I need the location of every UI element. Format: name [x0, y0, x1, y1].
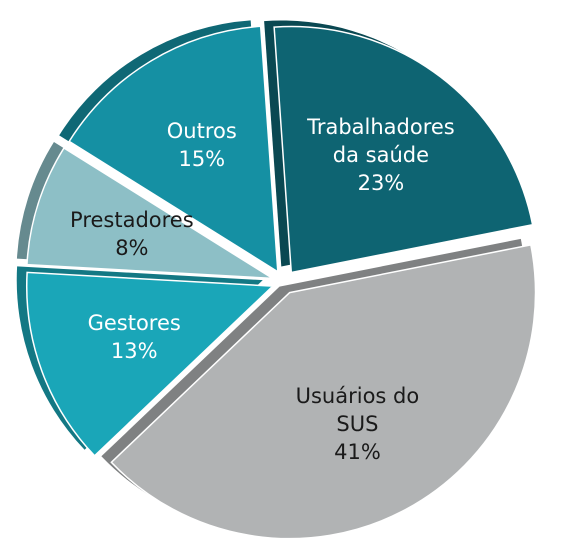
value-label: 8% [115, 235, 149, 260]
category-label: Trabalhadores da saúde [307, 115, 455, 168]
slice [273, 25, 534, 274]
category-label: Usuários do SUS [295, 383, 420, 436]
slice [26, 146, 273, 280]
slice-label: Usuários do SUS 41% [272, 382, 442, 466]
category-label: Gestores [87, 311, 181, 336]
category-label: Outros [166, 119, 237, 144]
slice [110, 243, 537, 540]
value-label: 23% [357, 171, 405, 196]
value-label: 41% [334, 439, 381, 464]
slice-label: Gestores 13% [49, 309, 219, 365]
value-label: 15% [178, 147, 226, 172]
slice [25, 271, 275, 457]
slice-label: Trabalhadores da saúde 23% [296, 113, 466, 197]
category-label: Prestadores [70, 207, 194, 232]
value-label: 13% [110, 339, 158, 364]
slice-label: Outros 15% [117, 117, 287, 173]
slice-label: Prestadores 8% [47, 206, 217, 262]
slice [68, 25, 279, 274]
